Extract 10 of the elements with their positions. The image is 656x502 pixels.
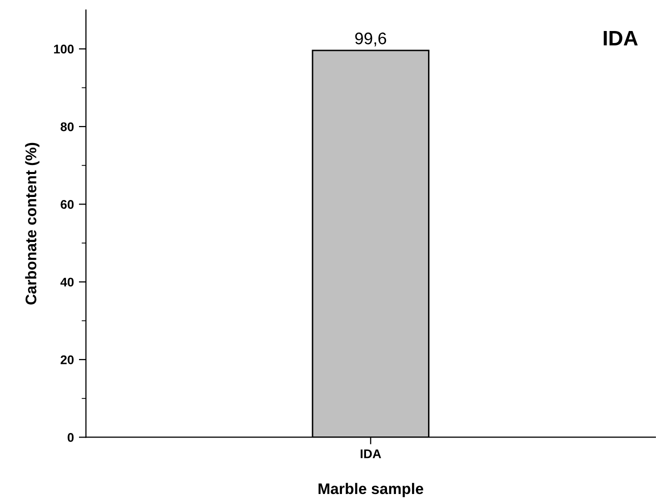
y-tick-label: 80 (60, 122, 74, 132)
data-label: 99,6 (355, 32, 386, 46)
y-tick-label: 40 (60, 278, 74, 287)
y-tick-label: 100 (54, 44, 74, 54)
annotation: IDA (604, 31, 638, 46)
y-tick-label: 20 (60, 355, 74, 364)
y-tick-label: 0 (68, 433, 74, 442)
x-axis-title: Marble sample (318, 482, 424, 498)
y-axis-title: Carbonate content (%) (25, 142, 40, 304)
y-tick-label: 60 (60, 200, 74, 209)
